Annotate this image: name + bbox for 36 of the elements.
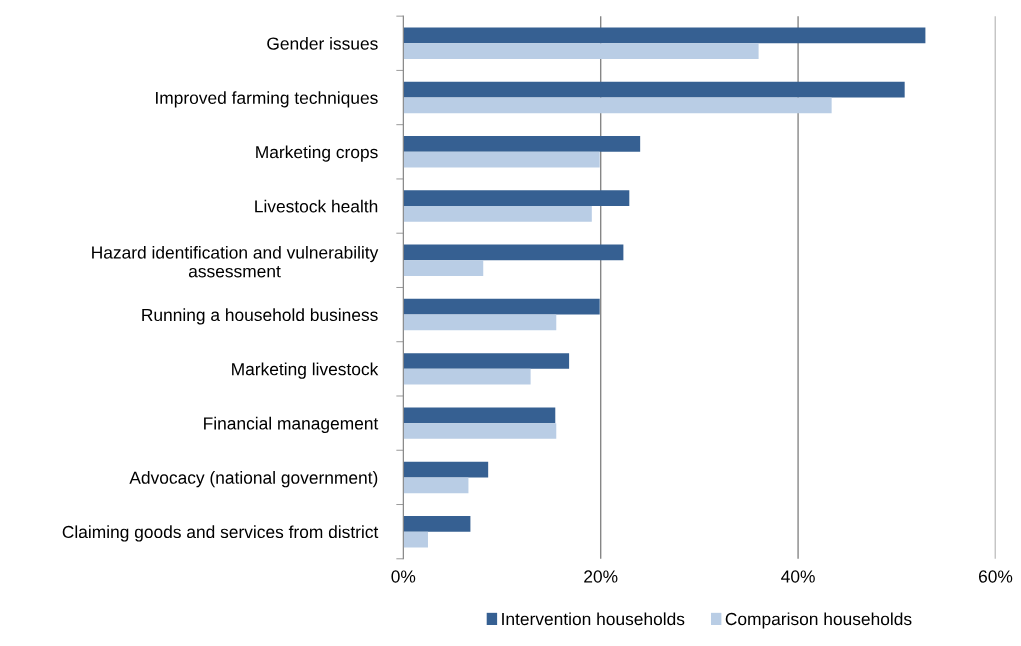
y-tick-label: Hazard identification and vulnerability assessment — [92, 245, 379, 278]
bar — [403, 190, 630, 207]
bar — [403, 477, 469, 494]
bar — [403, 515, 471, 532]
y-tick-label: Improved farming techniques — [156, 91, 378, 108]
bar — [403, 206, 592, 222]
x-tick-label: 0% — [391, 570, 416, 583]
y-tick-label: Claiming goods and services from district — [62, 525, 379, 542]
bar — [403, 314, 557, 331]
y-tick-label: Marketing crops — [256, 145, 378, 162]
bar — [403, 136, 641, 152]
bar — [403, 244, 624, 261]
bar — [403, 368, 531, 385]
y-tick-label: Running a household business — [142, 308, 378, 325]
y-tick-label: Livestock health — [255, 199, 378, 213]
bar — [403, 531, 428, 548]
bar — [403, 423, 557, 439]
bar — [403, 81, 905, 98]
x-tick-label: 40% — [781, 570, 815, 583]
legend-label: Comparison households — [725, 612, 912, 629]
bar — [403, 27, 926, 44]
x-tick-label: 20% — [584, 570, 618, 583]
bar — [403, 461, 489, 478]
y-tick-label: Financial management — [204, 416, 379, 434]
bar — [403, 151, 600, 168]
bar — [403, 260, 484, 277]
bar — [403, 298, 600, 315]
y-tick-label: Marketing livestock — [232, 362, 379, 379]
x-tick-label: 60% — [978, 570, 1013, 583]
bar — [403, 43, 759, 60]
bar — [403, 353, 570, 369]
y-tick-label: Gender issues — [267, 36, 378, 50]
bar — [403, 407, 556, 424]
y-tick-label: Advocacy (national government) — [129, 471, 378, 488]
legend-label: Intervention households — [502, 612, 685, 626]
bar — [403, 97, 832, 114]
